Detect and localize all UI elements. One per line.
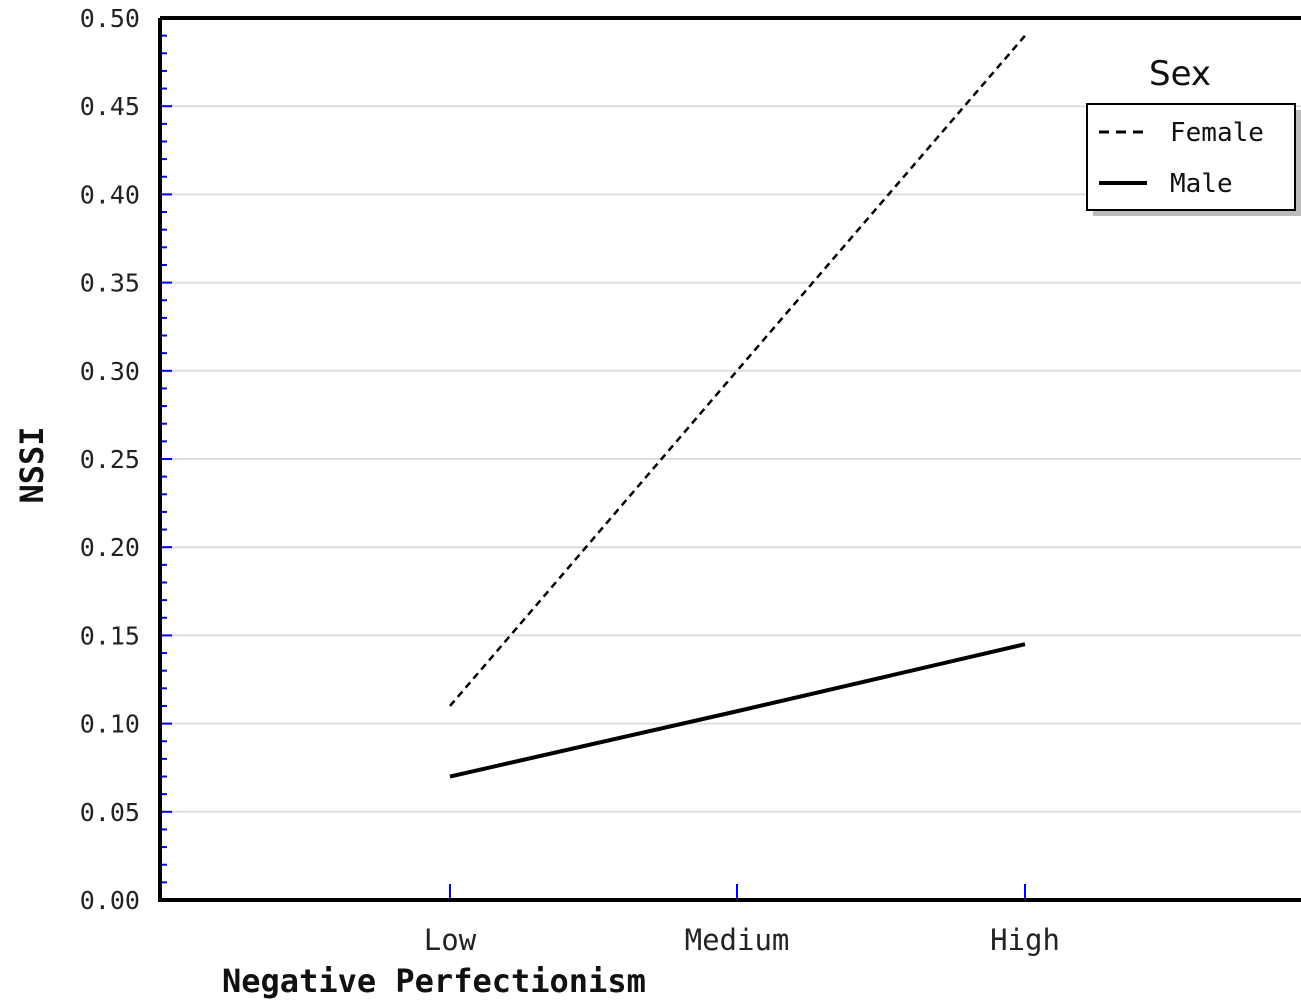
series-lines (449, 34, 1026, 779)
y-tick-label: 0.35 (80, 269, 140, 298)
grid-lines (160, 105, 1301, 813)
x-tick-label: Medium (685, 923, 790, 957)
series-line-male (449, 642, 1026, 779)
series-line-female (449, 34, 1026, 707)
y-tick-label: 0.50 (80, 4, 140, 33)
y-tick-label: 0.10 (80, 710, 140, 739)
y-tick-label: 0.45 (80, 92, 140, 121)
y-tick-label: 0.25 (80, 445, 140, 474)
legend-box (1086, 103, 1296, 211)
x-tick-label: High (990, 923, 1060, 957)
y-tick-label: 0.30 (80, 357, 140, 386)
legend: Sex Female Male (1086, 54, 1301, 216)
x-tick-label: Low (424, 923, 477, 957)
legend-title: Sex (1149, 54, 1211, 94)
y-tick-label: 0.05 (80, 798, 140, 827)
x-axis-title: Negative Perfectionism (222, 962, 646, 1000)
y-tick-label: 0.00 (80, 886, 140, 915)
y-tick-label: 0.15 (80, 621, 140, 650)
y-axis-ticks: 0.00 0.05 0.10 0.15 0.20 0.25 0.30 0.35 0.40 0.45… (80, 4, 172, 915)
x-axis-ticks: Low Medium High (424, 884, 1060, 957)
legend-label-male: Male (1170, 169, 1233, 199)
y-tick-label: 0.40 (80, 180, 140, 209)
y-tick-label: 0.20 (80, 533, 140, 562)
y-axis-title: NSSI (13, 426, 51, 503)
legend-label-female: Female (1170, 118, 1264, 148)
